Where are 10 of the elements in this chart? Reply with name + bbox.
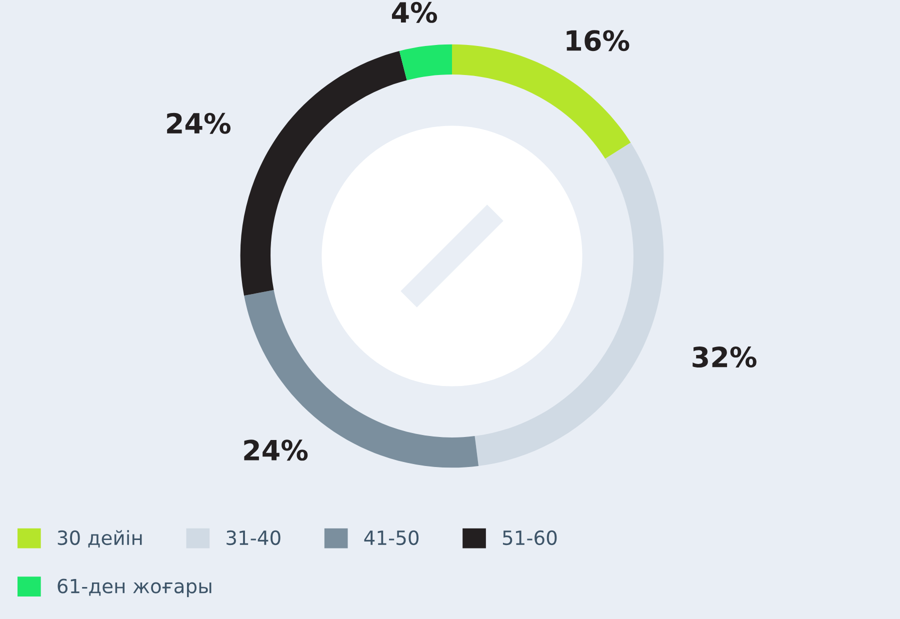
data-label: 32%	[692, 346, 756, 368]
legend-label: 61-ден жоғары	[58, 578, 212, 598]
legend-label: 31-40	[226, 530, 280, 546]
legend-label: 41-50	[364, 530, 419, 546]
data-label: 4%	[392, 2, 438, 23]
data-label: 24%	[167, 112, 230, 134]
legend-label: 51-60	[502, 530, 557, 546]
data-label: 16%	[566, 30, 630, 52]
legend-label: 30 дейін	[58, 530, 142, 548]
data-label: 24%	[244, 440, 308, 461]
